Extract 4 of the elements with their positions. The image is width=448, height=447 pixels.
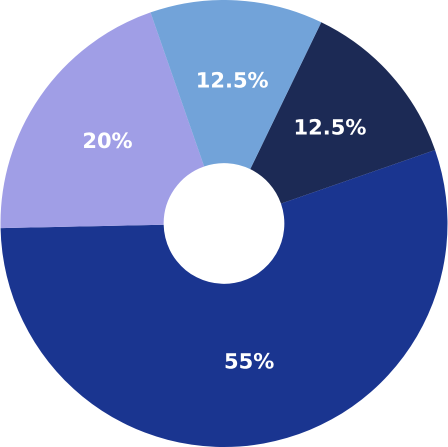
data-label: 12.5% [294, 116, 366, 140]
data-label: 20% [82, 128, 133, 153]
data-label: 12.5% [196, 68, 269, 92]
data-label: 55% [224, 350, 274, 374]
